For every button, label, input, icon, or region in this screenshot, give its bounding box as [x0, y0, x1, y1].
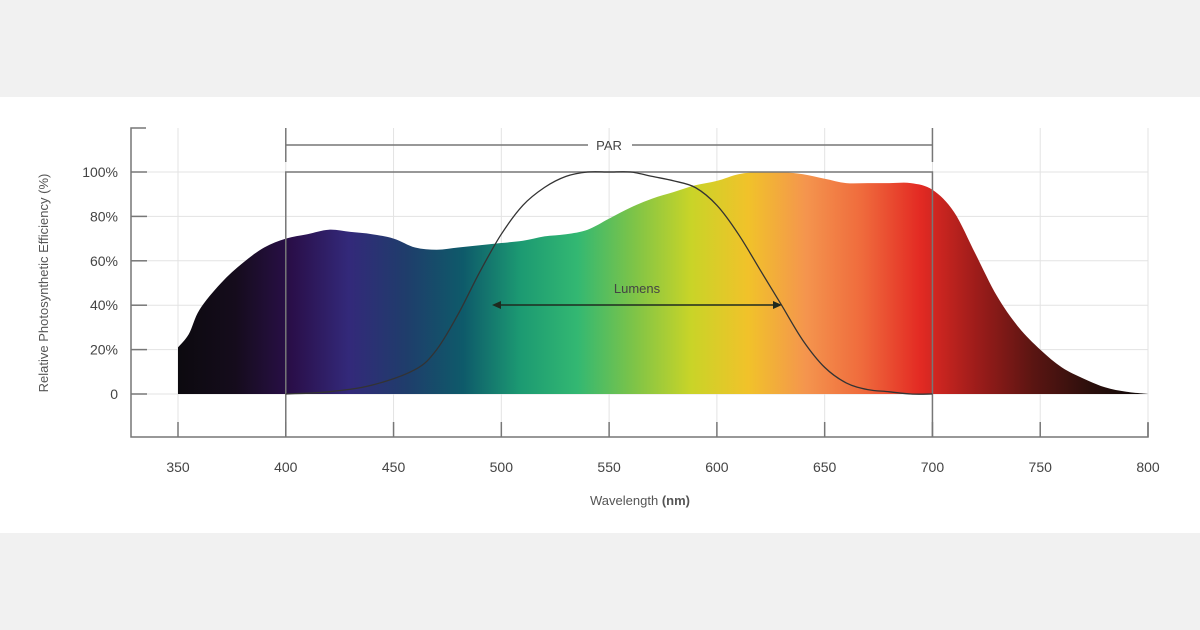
x-tick-label: 750 [1029, 459, 1053, 475]
x-tick-label: 650 [813, 459, 837, 475]
lumens-label: Lumens [614, 281, 661, 296]
x-tick-label: 400 [274, 459, 298, 475]
y-tick-label: 0 [110, 386, 118, 402]
x-axis-tick-labels: 350 400 450 500 550 600 650 700 750 800 [166, 459, 1160, 475]
lumens-curve [285, 171, 933, 395]
x-tick-label: 700 [921, 459, 945, 475]
par-bracket [285, 128, 934, 162]
lumens-arrow [492, 301, 782, 309]
x-tick-label: 800 [1136, 459, 1160, 475]
x-axis-title: Wavelength (nm) [590, 493, 690, 508]
efficiency-spectrum-area [178, 171, 1148, 394]
y-tick-label: 40% [90, 297, 118, 313]
x-tick-label: 500 [490, 459, 514, 475]
y-tick-label: 60% [90, 253, 118, 269]
y-axis-tick-labels: 0 20% 40% 60% 80% 100% [82, 164, 118, 402]
y-tick-label: 20% [90, 342, 118, 358]
y-tick-label: 100% [82, 164, 118, 180]
y-tick-label: 80% [90, 208, 118, 224]
x-tick-label: 350 [166, 459, 190, 475]
chart-panel: 350 400 450 500 550 600 650 700 750 800 0 20% 40% 60… [0, 97, 1200, 533]
x-tick-label: 550 [597, 459, 621, 475]
x-tick-label: 600 [705, 459, 729, 475]
spectrum-chart: 350 400 450 500 550 600 650 700 750 800 0 20% 40% 60… [36, 127, 1160, 508]
par-label: PAR [596, 138, 622, 153]
y-axis-title: Relative Photosynthetic Efficiency (%) [36, 174, 51, 393]
x-tick-label: 450 [382, 459, 406, 475]
